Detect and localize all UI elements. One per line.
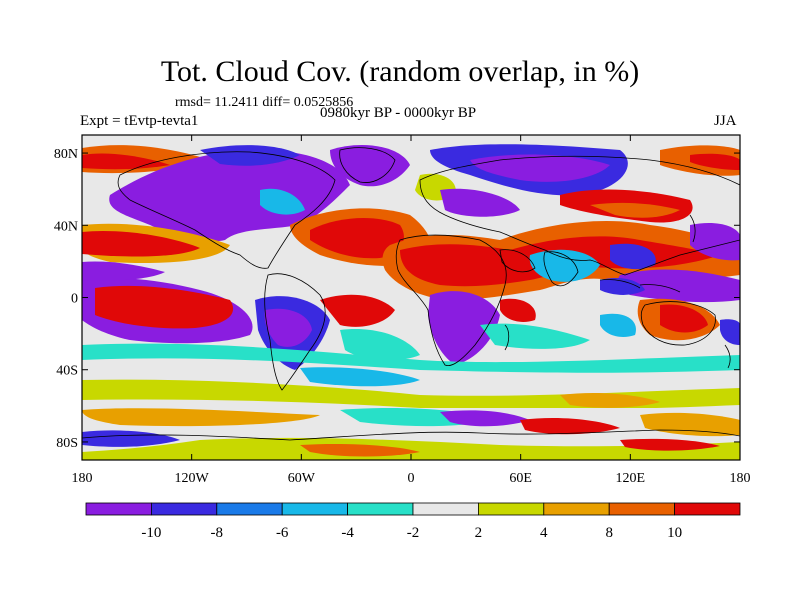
map-field <box>82 135 740 460</box>
lon-tick-label: 0 <box>408 471 415 486</box>
colorbar-label: 4 <box>540 525 548 541</box>
arctic-red-east <box>690 153 740 170</box>
colorbar-swatch <box>216 502 283 516</box>
southern-ocean-cyan <box>82 343 740 373</box>
antarctic-blue-west <box>82 430 180 447</box>
colorbar-label: -4 <box>341 525 354 541</box>
antarctic-yellow <box>82 437 740 460</box>
australia-red <box>660 304 708 333</box>
lon-tick-label: 60E <box>509 471 532 486</box>
colorbar-label: -2 <box>407 525 420 541</box>
canada-blue <box>200 145 300 166</box>
colorbar-label: 8 <box>605 525 613 541</box>
antarctic-orange-west <box>82 408 320 427</box>
south-atlantic-cyan <box>340 329 420 361</box>
southern-ocean-orange <box>560 392 660 408</box>
colorbar-swatch <box>543 502 610 516</box>
southern-africa-purple <box>428 291 500 365</box>
colorbar-swatch <box>85 502 152 516</box>
colorbar-swatch <box>281 502 349 516</box>
india-cyan <box>529 249 600 282</box>
lat-tick-label: 0 <box>71 292 78 307</box>
lat-tick-label: 80S <box>56 436 78 451</box>
colorbar-swatch <box>608 502 676 516</box>
lon-tick-label: 120E <box>616 471 646 486</box>
colorbar-swatch <box>674 502 741 516</box>
maritime-continent-purple <box>617 269 740 303</box>
indian-ocean-red <box>500 298 536 322</box>
colorbar-label: -8 <box>211 525 224 541</box>
east-indian-cyan <box>600 313 636 337</box>
arctic-red-west <box>82 153 170 170</box>
colorbar-swatch <box>477 502 545 516</box>
south-america-purple <box>264 308 312 347</box>
period-label: 0980kyr BP - 0000kyr BP <box>320 105 477 121</box>
eurasia-north-purple <box>470 154 610 182</box>
colorbar-swatch <box>347 502 414 516</box>
colorbar: -10 -8 -6 -4 -2 2 4 8 10 <box>85 502 741 541</box>
south-atlantic-red <box>320 294 395 327</box>
colorbar-label: -10 <box>141 525 161 541</box>
central-pacific-purple <box>82 261 165 281</box>
lon-tick-label: 120W <box>175 471 210 486</box>
coastlines <box>82 147 740 441</box>
antarctic-purple <box>440 410 530 427</box>
latitude-axis: 80N 40N 0 40S 80S <box>54 147 740 451</box>
central-asia-orange <box>590 202 680 218</box>
stats-line: rmsd= 11.2411 diff= 0.0525856 <box>175 95 354 110</box>
antarctic-orange-south <box>300 443 420 457</box>
se-asia-blue <box>610 243 656 270</box>
north-pacific-red <box>82 230 200 257</box>
equatorial-pacific-red <box>95 285 234 329</box>
experiment-label: Expt = tEvtp-tevta1 <box>80 113 199 129</box>
colorbar-swatch <box>412 502 479 516</box>
colorbar-label: -6 <box>276 525 289 541</box>
antarctic-red <box>520 417 620 435</box>
colorbar-label: 10 <box>667 525 682 541</box>
longitude-axis: 180 120W 60W 0 60E 120E 180 <box>72 135 751 486</box>
lat-tick-label: 40S <box>56 364 78 379</box>
season-label: JJA <box>714 113 737 129</box>
southwest-pacific-blue <box>720 319 740 345</box>
north-atlantic-red <box>310 218 404 259</box>
colorbar-label: 2 <box>475 525 483 541</box>
lon-tick-label: 60W <box>288 471 316 486</box>
antarctic-red-east <box>620 438 720 451</box>
west-pacific-purple <box>690 223 740 261</box>
south-atlantic-cyan-2 <box>300 367 420 387</box>
map-title: Tot. Cloud Cov. (random overlap, in %) <box>160 55 640 88</box>
lon-tick-label: 180 <box>72 471 93 486</box>
great-lakes-cyan <box>260 188 305 215</box>
lat-tick-label: 80N <box>54 147 78 162</box>
lon-tick-label: 180 <box>730 471 751 486</box>
lat-tick-label: 40N <box>54 219 78 234</box>
colorbar-swatch <box>150 502 218 516</box>
europe-purple <box>440 188 520 217</box>
maritime-blue <box>600 278 645 295</box>
